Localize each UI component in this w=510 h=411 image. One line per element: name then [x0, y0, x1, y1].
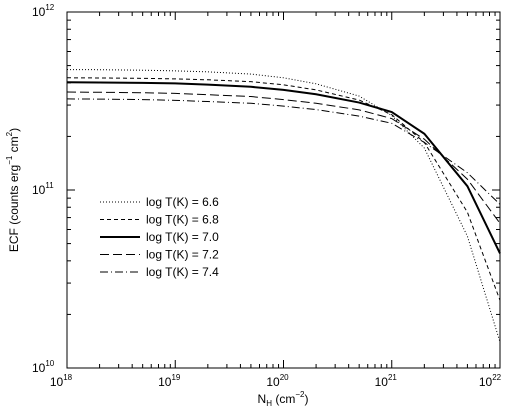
plot-frame	[66, 11, 501, 369]
y-tick-label: 1011	[32, 181, 54, 197]
series-line-1	[66, 69, 501, 343]
x-axis-label: NH (cm−2)	[258, 390, 309, 408]
x-tick-label: 1021	[375, 373, 398, 389]
series-line-2	[66, 77, 501, 301]
legend-label-1: log T(K) = 6.6	[146, 195, 219, 209]
x-tick-label: 1022	[479, 373, 502, 389]
x-tick-label: 1019	[158, 373, 181, 389]
y-axis-label: ECF (counts erg−1 cm2)	[5, 128, 21, 252]
y-tick-label: 1010	[32, 359, 55, 375]
x-tick-label: 1020	[266, 373, 289, 389]
series-line-4	[66, 91, 501, 224]
legend-label-3: log T(K) = 7.0	[146, 230, 219, 244]
legend-label-4: log T(K) = 7.2	[146, 248, 219, 262]
axis-ticks	[66, 12, 500, 369]
series-line-3	[66, 81, 501, 254]
legend-label-2: log T(K) = 6.8	[146, 213, 219, 227]
series-line-5	[66, 98, 501, 205]
y-tick-label: 1012	[32, 3, 55, 19]
legend: log T(K) = 6.6 log T(K) = 6.8 log T(K) = 7…	[100, 195, 219, 279]
series-lines	[66, 69, 501, 343]
x-tick-label: 1018	[50, 373, 73, 389]
legend-label-5: log T(K) = 7.4	[146, 265, 219, 279]
tick-labels: 1018 1019 1020 1021 1022 1010 1011 1012	[32, 3, 502, 389]
